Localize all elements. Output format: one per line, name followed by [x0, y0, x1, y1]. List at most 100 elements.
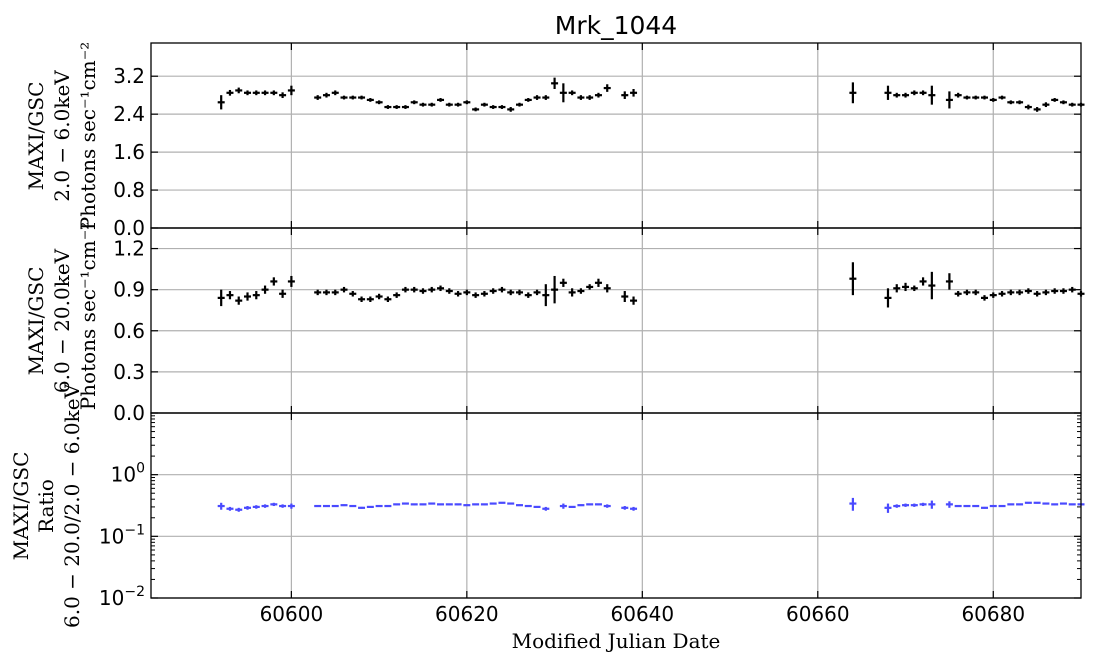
data-point — [235, 296, 243, 305]
panel-middle-ylabel-line-3: Photons sec⁻¹cm⁻² — [76, 222, 100, 411]
data-point — [577, 288, 585, 294]
data-point — [401, 105, 409, 109]
panel-middle-data-points — [217, 262, 1085, 308]
data-point — [244, 292, 252, 301]
data-point — [884, 288, 892, 308]
data-point — [1059, 502, 1067, 505]
data-point — [515, 289, 523, 296]
data-point — [401, 286, 409, 293]
data-point — [1042, 102, 1050, 108]
data-point — [314, 95, 322, 100]
data-point — [1051, 288, 1059, 294]
data-point — [524, 98, 532, 102]
data-point — [980, 95, 988, 100]
panel-middle-6-20kev: 0.0 0.3 0.6 0.9 1.2 MAXI/GSC 6.0 − 20.0keV P… — [24, 222, 1085, 425]
data-point — [358, 296, 366, 302]
data-point — [445, 288, 453, 294]
data-point — [252, 505, 260, 509]
data-point — [217, 502, 225, 510]
data-point — [998, 95, 1006, 100]
x-tick-label: 60640 — [611, 602, 675, 626]
data-point — [928, 85, 936, 105]
data-point — [594, 92, 602, 98]
data-point — [989, 292, 997, 298]
data-point — [454, 291, 462, 297]
x-axis-ticks: 60600 60620 60640 60660 60680 — [260, 602, 1026, 626]
data-point — [366, 98, 374, 102]
data-point — [849, 262, 857, 296]
data-point — [884, 85, 892, 100]
data-point — [603, 504, 611, 508]
data-point — [331, 289, 339, 296]
data-point — [349, 504, 357, 508]
data-point — [314, 289, 322, 296]
data-point — [393, 503, 401, 506]
data-point — [1051, 98, 1059, 102]
data-point — [893, 504, 901, 508]
y-tick-label: 1.6 — [113, 140, 145, 164]
data-point — [594, 278, 602, 287]
data-point — [928, 500, 936, 509]
data-point — [586, 503, 594, 506]
data-point — [454, 102, 462, 107]
data-point — [1007, 100, 1015, 105]
y-tick-label: 10−2 — [99, 584, 145, 610]
panel-middle-y-ticks: 0.0 0.3 0.6 0.9 1.2 — [113, 228, 1081, 425]
data-point — [472, 292, 480, 298]
y-tick-label: 0.0 — [113, 216, 145, 240]
data-point — [594, 503, 602, 506]
data-point — [559, 503, 567, 509]
data-point — [568, 90, 576, 96]
data-point — [559, 278, 567, 287]
y-tick-label: 3.2 — [113, 64, 145, 88]
data-point — [524, 292, 532, 298]
data-point — [963, 95, 971, 100]
data-point — [340, 504, 348, 507]
data-point — [498, 105, 506, 109]
data-point — [1033, 107, 1041, 112]
data-point — [226, 291, 234, 300]
y-tick-label: 0.0 — [113, 401, 145, 425]
panel-bottom-ylabel-line-1: MAXI/GSC — [9, 452, 33, 561]
data-point — [910, 285, 918, 292]
data-point — [621, 506, 629, 510]
data-point — [331, 90, 339, 96]
data-point — [902, 503, 910, 507]
data-point — [1024, 501, 1032, 504]
data-point — [463, 504, 471, 507]
y-tick-label: 0.6 — [113, 319, 145, 343]
chart-title: Mrk_1044 — [555, 11, 677, 40]
data-point — [375, 100, 383, 105]
y-tick-label: 0.8 — [113, 178, 145, 202]
data-point — [261, 90, 269, 96]
data-point — [489, 288, 497, 294]
data-point — [1042, 502, 1050, 505]
data-point — [349, 291, 357, 297]
data-point — [472, 503, 480, 506]
y-tick-label: 100 — [111, 461, 145, 487]
panel-bottom-ylabel-line-2: Ratio — [34, 479, 58, 533]
panel-top-y-ticks: 0.0 0.8 1.6 2.4 3.2 — [113, 43, 1081, 240]
data-point — [603, 284, 611, 293]
data-point — [551, 77, 559, 90]
data-point — [954, 291, 962, 297]
data-point — [401, 502, 409, 505]
data-point — [445, 503, 453, 506]
data-point — [331, 504, 339, 508]
data-point — [217, 95, 225, 110]
data-point — [410, 100, 418, 105]
data-point — [1007, 289, 1015, 296]
panel-frame — [150, 412, 1082, 599]
data-point — [998, 504, 1006, 508]
data-point — [472, 107, 480, 112]
data-point — [437, 503, 445, 506]
data-point — [358, 506, 366, 509]
data-point — [1033, 291, 1041, 297]
data-point — [358, 95, 366, 100]
data-point — [261, 504, 269, 508]
data-point — [902, 282, 910, 292]
panel-top-2-6kev: 0.0 0.8 1.6 2.4 3.2 MAXI/GSC 2.0 − 6.0keV Ph… — [24, 42, 1085, 240]
data-point — [533, 95, 541, 100]
data-point — [524, 504, 532, 508]
